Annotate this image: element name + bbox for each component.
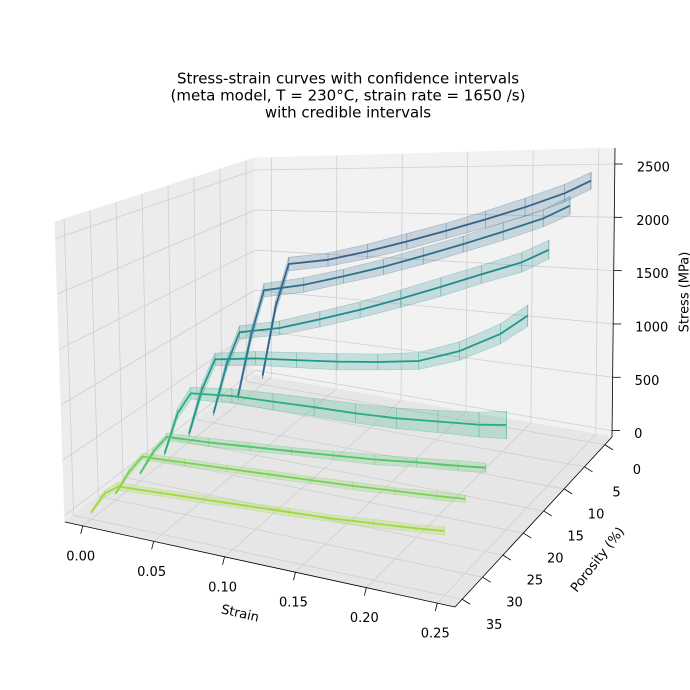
tick-mark [563,488,573,495]
y-tick-label: 25 [527,574,544,589]
grid-line [62,329,256,461]
grid-line [89,210,99,497]
z-tick-label: 2000 [636,214,669,229]
x-axis-label: Strain [220,602,261,625]
confidence-band [164,386,507,456]
grid-line [115,202,124,478]
grid-line [60,289,256,406]
grid-line [335,155,338,390]
confidence-band [237,196,571,400]
stress-curve [237,204,571,397]
grid-line [224,400,402,558]
grid-line [465,152,469,412]
x-tick-label: 0.20 [350,611,379,626]
grid-line [63,219,75,516]
stress-curve [212,248,550,414]
z-tick-label: 0 [634,427,642,442]
z-axis-label: Stress (MPa) [678,252,690,333]
grid-line [98,495,483,578]
tick-mark [293,572,296,581]
grid-line [219,169,223,401]
grid-line [254,163,615,171]
grid-line [167,185,173,439]
stress-curve [163,392,507,454]
grid-line [295,411,467,573]
tick-mark [604,444,614,451]
grid-line [59,249,256,350]
stress-curve [261,179,592,376]
grid-line [221,400,585,468]
grid-line [153,388,337,542]
z-tick-label: 2500 [637,160,670,175]
axis-line [64,521,456,608]
chart-title: (meta model, T = 230°C, strain rate = 16… [171,87,526,105]
tick-mark [80,525,84,534]
tick-mark [461,598,471,605]
grid-line [196,419,565,490]
grid-line [254,329,613,378]
grid-line [254,369,613,431]
z-tick-label: 500 [635,374,660,389]
chart-title: Stress-strain curves with confidence int… [177,70,519,88]
z-tick-label: 1000 [635,320,668,335]
chart-title: with credible intervals [265,104,431,122]
y-tick-label: 20 [547,552,564,567]
grid-line [530,150,534,423]
grid-line [55,169,256,239]
grid-line [57,209,256,295]
tick-mark [482,576,491,583]
tick-mark [502,554,512,561]
grid-line [82,377,272,527]
y-tick-label: 30 [506,596,523,611]
grid-line [254,249,614,272]
tick-mark [151,541,155,550]
grid-line [595,148,600,435]
y-tick-label: 5 [612,485,620,500]
grid-line [73,514,463,600]
y-tick-label: 15 [567,529,584,544]
stress-curve [90,485,445,532]
grid-line [193,177,198,420]
grid-line [254,289,614,325]
grid-line [254,209,615,218]
grid-line [246,381,605,446]
grid-line [141,194,149,459]
tick-mark [523,532,532,539]
grid-line [436,433,597,604]
tick-mark [543,510,552,517]
grid-line [366,422,532,588]
x-tick-label: 0.10 [208,580,237,595]
stress-curve [114,455,466,500]
grid-line [64,369,256,516]
grid [55,148,615,604]
stress-curve [139,435,486,474]
grid-line [400,153,403,401]
confidence-band [262,171,592,379]
grid-line [172,438,544,512]
panes [54,147,616,608]
x-tick-label: 0.25 [421,627,450,642]
z-tick-label: 1500 [636,267,669,282]
axes: 0.000.050.100.150.200.250510152025303505… [64,147,670,642]
tick-mark [222,556,225,565]
x-tick-label: 0.00 [66,549,95,564]
y-tick-label: 35 [486,618,503,633]
y-tick-label: 10 [588,507,605,522]
axis-line [611,147,616,438]
stress-curve [188,314,529,434]
grid-line [147,457,524,534]
x-tick-label: 0.05 [137,565,166,580]
confidence-band [188,304,529,437]
tick-mark [584,466,593,473]
tick-mark [434,603,438,612]
plot-area [90,171,592,536]
x-tick-label: 0.15 [279,596,308,611]
y-tick-label: 0 [633,463,641,478]
tick-mark [363,587,367,596]
confidence-band [213,239,550,416]
axis-line [454,436,613,608]
